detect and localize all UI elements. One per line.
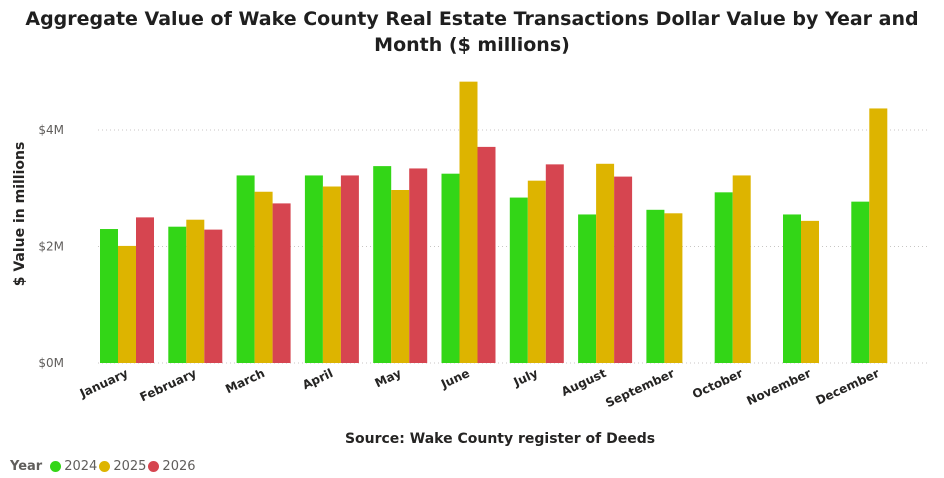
source-note: Source: Wake County register of Deeds <box>344 431 656 447</box>
legend-label-2025: 2025 <box>113 459 147 474</box>
x-tick-label-march: March <box>223 366 267 396</box>
x-tick-label-january: January <box>77 366 131 401</box>
bar-2024-january[interactable] <box>100 229 118 363</box>
bar-2026-may[interactable] <box>409 168 428 363</box>
bar-2025-january[interactable] <box>118 245 136 363</box>
legend: Year 2024 2025 2026 <box>10 459 198 474</box>
bar-2025-april[interactable] <box>322 186 341 363</box>
bar-2026-june[interactable] <box>477 146 496 363</box>
bar-2026-march[interactable] <box>272 203 291 363</box>
bar-2025-october[interactable] <box>732 175 751 363</box>
bar-2024-october[interactable] <box>714 192 733 363</box>
bar-2024-april[interactable] <box>304 175 323 363</box>
legend-title: Year <box>10 459 43 474</box>
bar-2025-march[interactable] <box>254 191 273 363</box>
x-tick-label-july: July <box>511 366 541 390</box>
x-tick-label-february: February <box>138 366 199 404</box>
bar-2024-june[interactable] <box>441 173 460 363</box>
bar-2026-july[interactable] <box>545 164 564 363</box>
bar-2024-may[interactable] <box>373 166 392 363</box>
bars <box>100 81 888 363</box>
x-tick-label-october: October <box>690 366 745 402</box>
bar-2025-september[interactable] <box>664 213 683 363</box>
x-tick-label-august: August <box>559 366 609 399</box>
y-tick-labels: $0M $2M $4M <box>38 123 64 370</box>
y-axis-label: $ Value in millions <box>12 142 28 287</box>
bar-2026-august[interactable] <box>614 176 633 363</box>
bar-2026-january[interactable] <box>136 217 154 363</box>
bar-2025-july[interactable] <box>527 180 546 363</box>
y-tick-label: $0M <box>38 356 64 370</box>
legend-marker-2026 <box>148 461 160 472</box>
legend-item-2024[interactable]: 2024 <box>50 459 97 474</box>
bar-2026-april[interactable] <box>340 175 359 363</box>
y-tick-label: $2M <box>38 240 64 254</box>
legend-label-2024: 2024 <box>64 459 98 474</box>
bar-2024-february[interactable] <box>168 226 187 363</box>
x-category-labels: January February March April May June July Augu… <box>77 366 882 410</box>
bar-2025-may[interactable] <box>391 189 410 363</box>
bar-2024-july[interactable] <box>509 197 528 363</box>
bar-2025-august[interactable] <box>596 163 615 363</box>
legend-marker-2024 <box>50 461 62 472</box>
chart-title: Aggregate Value of Wake County Real Esta… <box>25 8 919 56</box>
bar-2024-march[interactable] <box>236 175 255 363</box>
x-tick-label-april: April <box>300 366 335 392</box>
legend-item-2026[interactable]: 2026 <box>148 459 196 474</box>
x-tick-label-december: December <box>814 366 882 408</box>
legend-item-2025[interactable]: 2025 <box>99 459 146 474</box>
bar-2025-november[interactable] <box>801 220 819 363</box>
x-tick-label-june: June <box>438 366 472 392</box>
legend-label-2026: 2026 <box>162 459 196 474</box>
y-tick-label: $4M <box>38 123 64 137</box>
legend-marker-2025 <box>99 461 111 472</box>
bar-2026-february[interactable] <box>204 229 223 363</box>
bar-2024-september[interactable] <box>646 209 665 363</box>
bar-2024-august[interactable] <box>578 214 597 363</box>
bar-2024-november[interactable] <box>783 214 801 363</box>
bar-2025-february[interactable] <box>186 219 205 363</box>
x-tick-label-may: May <box>373 366 404 390</box>
bar-2024-december[interactable] <box>851 201 870 363</box>
bar-2025-december[interactable] <box>869 108 888 363</box>
bar-2025-june[interactable] <box>459 81 478 363</box>
x-tick-label-september: September <box>603 366 676 410</box>
x-tick-label-november: November <box>744 366 813 408</box>
